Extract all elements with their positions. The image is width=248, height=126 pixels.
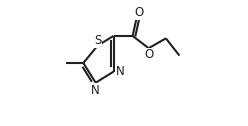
Text: N: N — [116, 65, 125, 78]
Text: N: N — [91, 84, 99, 97]
Text: S: S — [94, 34, 101, 47]
Text: O: O — [144, 49, 153, 61]
Text: O: O — [134, 6, 143, 19]
